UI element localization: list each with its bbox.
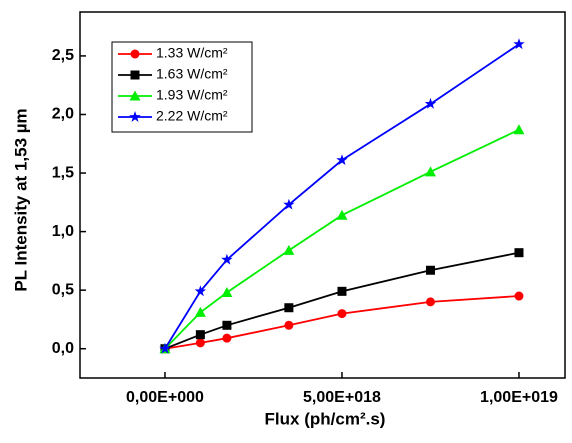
marker <box>159 342 171 354</box>
y-axis-title: PL Intensity at 1,53 µm <box>11 108 30 291</box>
marker <box>195 330 205 340</box>
marker <box>222 333 232 343</box>
series-line <box>164 295 520 350</box>
marker <box>129 90 141 101</box>
marker <box>194 285 207 297</box>
marker <box>513 124 525 135</box>
marker <box>194 306 206 317</box>
marker <box>130 49 140 59</box>
y-tick-label: 2,5 <box>52 47 74 64</box>
marker <box>222 320 232 330</box>
legend-label: 1.93 W/cm² <box>156 87 228 103</box>
marker <box>514 291 524 301</box>
x-tick-label: 0,00E+000 <box>126 389 204 406</box>
marker <box>337 286 347 296</box>
marker <box>284 320 294 330</box>
legend-label: 1.63 W/cm² <box>156 66 228 82</box>
y-tick-label: 0,5 <box>52 281 74 298</box>
marker <box>514 248 524 258</box>
marker <box>337 309 347 319</box>
marker <box>513 38 525 50</box>
y-tick-label: 1,0 <box>52 223 74 240</box>
marker <box>425 265 435 275</box>
x-tick-label: 1,00E+019 <box>480 389 558 406</box>
y-tick-label: 0,0 <box>52 340 74 357</box>
series-line <box>164 251 520 350</box>
plot-frame <box>79 11 566 379</box>
marker <box>283 244 295 255</box>
marker <box>221 253 233 265</box>
legend-label: 2.22 W/cm² <box>156 108 228 124</box>
marker <box>283 198 295 210</box>
marker <box>336 154 348 165</box>
marker <box>425 297 435 307</box>
marker <box>221 287 233 298</box>
legend-label: 1.33 W/cm² <box>156 45 228 61</box>
marker <box>195 338 205 348</box>
marker <box>129 111 141 122</box>
x-tick-label: 5,00E+018 <box>303 389 381 406</box>
marker <box>336 209 348 220</box>
y-tick-label: 2,0 <box>52 106 74 123</box>
marker <box>130 70 140 80</box>
y-tick-label: 1,5 <box>52 164 74 181</box>
marker <box>424 166 436 177</box>
marker <box>424 97 437 109</box>
marker <box>284 303 294 313</box>
x-axis-title: Flux (ph/cm².s) <box>265 409 386 428</box>
